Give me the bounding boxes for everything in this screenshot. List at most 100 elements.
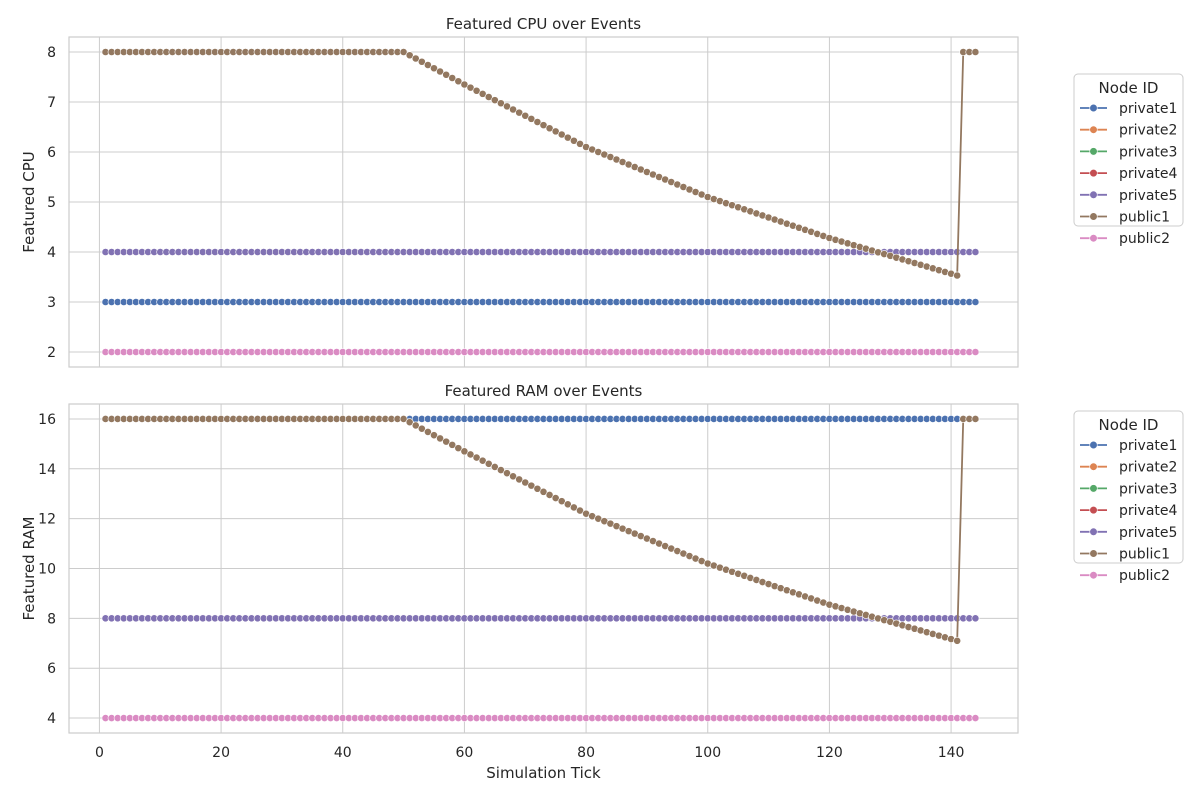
data-point-public1	[460, 447, 469, 456]
data-point-public1	[503, 469, 511, 478]
data-point-private5	[971, 248, 980, 256]
x-tick-label: 60	[456, 745, 474, 761]
plot-frame	[68, 403, 1019, 734]
series-public2	[101, 348, 980, 356]
y-tick-label: 10	[38, 562, 56, 578]
data-point-public1	[576, 139, 584, 148]
x-tick-label: 40	[334, 745, 352, 761]
data-point-public1	[515, 108, 524, 117]
legend-swatch-marker	[1089, 103, 1098, 113]
data-point-public1	[527, 481, 536, 490]
data-point-public1	[411, 54, 420, 63]
x-tick-label: 140	[938, 745, 965, 761]
legend-swatch-marker	[1089, 125, 1098, 134]
data-point-public1	[539, 121, 548, 130]
data-point-public1	[442, 437, 451, 446]
data-point-public1	[424, 61, 432, 69]
subplot-title: Featured RAM over Events	[445, 382, 643, 400]
data-point-public1	[484, 93, 493, 101]
y-tick-label: 12	[38, 512, 56, 528]
data-point-public1	[466, 450, 475, 459]
legend-swatch-marker	[1089, 462, 1098, 471]
y-axis-label: Featured RAM	[20, 517, 38, 621]
series-public1	[101, 415, 980, 645]
data-point-private5	[971, 614, 980, 623]
y-tick-label: 4	[47, 711, 56, 727]
data-point-public1	[472, 453, 481, 462]
legend-label: public2	[1119, 568, 1170, 584]
data-point-public1	[399, 415, 408, 423]
data-point-public1	[557, 497, 566, 506]
data-point-public1	[436, 434, 444, 443]
data-point-public1	[570, 503, 578, 512]
legend-label: private2	[1119, 460, 1177, 476]
data-point-public1	[417, 424, 426, 433]
x-axis-label: Simulation Tick	[486, 764, 601, 782]
y-tick-label: 5	[47, 195, 56, 211]
series-public1	[101, 48, 980, 280]
data-point-public1	[405, 51, 414, 60]
legend-box	[1073, 410, 1184, 564]
legend-swatch-marker	[1089, 212, 1098, 221]
y-tick-label: 8	[47, 611, 56, 627]
plot-frame	[68, 36, 1019, 368]
data-point-public2	[971, 714, 980, 722]
legend-label: private1	[1119, 438, 1177, 454]
legend-label: private4	[1119, 166, 1177, 182]
legend-label: private3	[1119, 144, 1177, 160]
legend-swatch-marker	[1089, 190, 1098, 199]
data-point-public1	[490, 463, 499, 471]
data-point-public1	[484, 459, 493, 468]
data-point-public1	[953, 636, 962, 645]
data-point-public1	[424, 428, 432, 436]
data-point-public1	[497, 99, 505, 108]
data-point-public1	[478, 89, 487, 98]
data-point-public1	[399, 48, 408, 56]
legend-swatch-marker	[1089, 527, 1098, 536]
data-point-public1	[509, 472, 517, 481]
subplot-cpu: 2 3 4 5 6 7 8 Featured CPU over Events Featured …	[20, 15, 1184, 368]
data-point-public1	[515, 475, 524, 484]
data-point-public1	[490, 96, 499, 105]
legend-swatch-marker	[1089, 484, 1098, 493]
legend-swatch-marker	[1089, 506, 1098, 515]
data-point-public1	[563, 500, 572, 509]
data-point-public1	[448, 74, 457, 82]
x-tick-label: 120	[816, 745, 843, 761]
series-private1	[101, 298, 980, 306]
legend-label: private2	[1119, 123, 1177, 139]
y-tick-label: 3	[47, 295, 56, 311]
data-point-public1	[545, 491, 554, 499]
data-point-public1	[460, 80, 469, 89]
data-point-public1	[971, 48, 980, 56]
legend-label: private3	[1119, 481, 1177, 497]
legend-title: Node ID	[1099, 79, 1159, 97]
data-point-public1	[551, 127, 560, 136]
x-tick-label: 20	[212, 745, 230, 761]
legend-label: public1	[1119, 210, 1170, 226]
data-point-public1	[466, 83, 475, 92]
data-point-private1	[971, 298, 980, 306]
data-point-public1	[557, 130, 566, 139]
y-tick-label: 6	[47, 145, 56, 161]
y-tick-label: 6	[47, 661, 56, 677]
legend-label: private5	[1119, 188, 1177, 204]
data-point-public1	[953, 271, 962, 280]
y-tick-label: 2	[47, 345, 56, 361]
data-point-public1	[570, 136, 578, 145]
x-tick-label: 100	[694, 745, 721, 761]
legend: Node ID private1 private2 private3 private4 p…	[1073, 410, 1184, 584]
legend-label: public1	[1119, 547, 1170, 563]
legend-label: private1	[1119, 101, 1177, 117]
legend-title: Node ID	[1099, 416, 1159, 434]
data-point-public1	[545, 124, 554, 133]
data-point-public1	[503, 102, 511, 111]
subplot-title: Featured CPU over Events	[446, 15, 641, 33]
legend-swatch-marker	[1089, 549, 1098, 558]
data-point-public1	[478, 456, 487, 465]
data-point-public1	[417, 57, 426, 66]
data-point-public1	[509, 105, 517, 114]
data-point-public1	[551, 494, 560, 502]
data-point-public1	[521, 478, 530, 487]
